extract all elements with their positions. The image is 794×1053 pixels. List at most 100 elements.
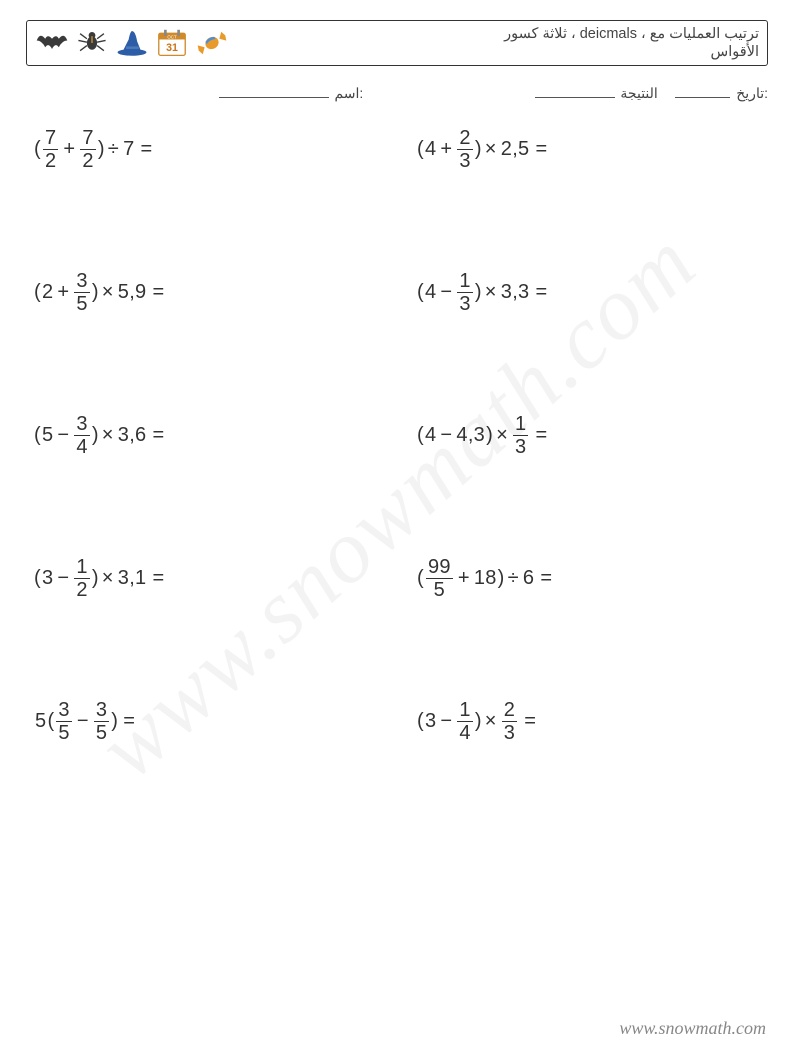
- operator: −: [440, 710, 452, 733]
- problem-7: (3−12)×3,1=: [34, 557, 377, 600]
- problem-1: (72+72)÷7=: [34, 128, 377, 171]
- number: 6: [523, 567, 534, 590]
- number: 7: [123, 138, 134, 161]
- paren: ): [92, 424, 99, 447]
- operator: +: [440, 138, 452, 161]
- operator: +: [63, 138, 75, 161]
- spider-icon: [75, 28, 109, 58]
- witch-hat-icon: [115, 28, 149, 58]
- number: 5,9: [118, 281, 147, 304]
- number: 4: [425, 281, 436, 304]
- score-label: النتيجة: [620, 85, 657, 101]
- paren: ): [92, 567, 99, 590]
- paren: ): [475, 281, 482, 304]
- fraction: 13: [457, 271, 472, 314]
- paren: ): [475, 138, 482, 161]
- problem-6: (4−4,3)×13=: [417, 414, 760, 457]
- number: 3,6: [118, 424, 147, 447]
- paren: ): [111, 710, 118, 733]
- paren: (: [417, 138, 424, 161]
- number: 3,1: [118, 567, 147, 590]
- equals: =: [152, 281, 164, 304]
- equals: =: [535, 281, 547, 304]
- number: 4: [425, 138, 436, 161]
- fraction: 23: [502, 700, 517, 743]
- operator: ÷: [508, 567, 519, 590]
- operator: +: [458, 567, 470, 590]
- equals: =: [524, 710, 536, 733]
- equals: =: [535, 424, 547, 447]
- operator: −: [77, 710, 89, 733]
- equals: =: [123, 710, 135, 733]
- problem-3: (2+35)×5,9=: [34, 271, 377, 314]
- operator: ÷: [108, 138, 119, 161]
- fraction: 34: [74, 414, 89, 457]
- operator: +: [57, 281, 69, 304]
- operator: −: [440, 281, 452, 304]
- number: 3: [42, 567, 53, 590]
- equals: =: [152, 424, 164, 447]
- paren: (: [34, 138, 41, 161]
- paren: (: [417, 567, 424, 590]
- operator: −: [57, 567, 69, 590]
- svg-text:31: 31: [166, 42, 178, 54]
- operator: ×: [496, 424, 508, 447]
- operator: ×: [485, 138, 497, 161]
- title-line-1: ترتيب العمليات مع ، deicmals ، ثلاثة كسو…: [504, 25, 759, 43]
- problem-9: 5(35−35)=: [34, 700, 377, 743]
- calendar-icon: 31 OCT: [155, 28, 189, 58]
- paren: ): [92, 281, 99, 304]
- problem-4: (4−13)×3,3=: [417, 271, 760, 314]
- problem-10: (3−14)×23 =: [417, 700, 760, 743]
- paren: ): [475, 710, 482, 733]
- number: 4,3: [456, 424, 485, 447]
- number: 18: [474, 567, 497, 590]
- name-blank[interactable]: [219, 84, 329, 98]
- number: 2,5: [501, 138, 530, 161]
- name-label: :اسم: [334, 85, 363, 101]
- fraction: 35: [56, 700, 71, 743]
- paren: (: [34, 567, 41, 590]
- number: 5: [35, 710, 46, 733]
- paren: ): [486, 424, 493, 447]
- operator: ×: [102, 424, 114, 447]
- fraction: 23: [457, 128, 472, 171]
- problems-grid: (72+72)÷7=(4+23)×2,5=(2+35)×5,9=(4−13)×3…: [26, 128, 768, 743]
- operator: −: [440, 424, 452, 447]
- fraction: 995: [426, 557, 453, 600]
- problem-5: (5−34)×3,6=: [34, 414, 377, 457]
- paren: (: [417, 710, 424, 733]
- fraction: 72: [80, 128, 95, 171]
- date-label: :تاريخ: [736, 85, 768, 101]
- paren: (: [417, 281, 424, 304]
- fraction: 35: [94, 700, 109, 743]
- candy-icon: [195, 28, 229, 58]
- worksheet-title: ترتيب العمليات مع ، deicmals ، ثلاثة كسو…: [504, 25, 759, 61]
- fraction: 35: [74, 271, 89, 314]
- number: 2: [42, 281, 53, 304]
- paren: (: [47, 710, 54, 733]
- header-box: 31 OCT ترتيب العمليات مع ، deicmals ، ثل…: [26, 20, 768, 66]
- header-icons: 31 OCT: [35, 28, 229, 58]
- operator: ×: [102, 281, 114, 304]
- bat-icon: [35, 28, 69, 58]
- operator: ×: [102, 567, 114, 590]
- problem-8: (995+18)÷6=: [417, 557, 760, 600]
- paren: (: [417, 424, 424, 447]
- operator: ×: [485, 710, 497, 733]
- fraction: 13: [513, 414, 528, 457]
- fraction: 12: [74, 557, 89, 600]
- equals: =: [141, 138, 153, 161]
- paren: (: [34, 424, 41, 447]
- fraction: 14: [457, 700, 472, 743]
- score-blank[interactable]: [535, 84, 615, 98]
- title-line-2: الأقواس: [504, 43, 759, 61]
- number: 3: [425, 710, 436, 733]
- meta-row: :تاريخ النتيجة :اسم: [26, 84, 768, 102]
- equals: =: [152, 567, 164, 590]
- problem-2: (4+23)×2,5=: [417, 128, 760, 171]
- paren: ): [498, 567, 505, 590]
- date-blank[interactable]: [675, 84, 730, 98]
- svg-text:OCT: OCT: [167, 35, 177, 40]
- number: 5: [42, 424, 53, 447]
